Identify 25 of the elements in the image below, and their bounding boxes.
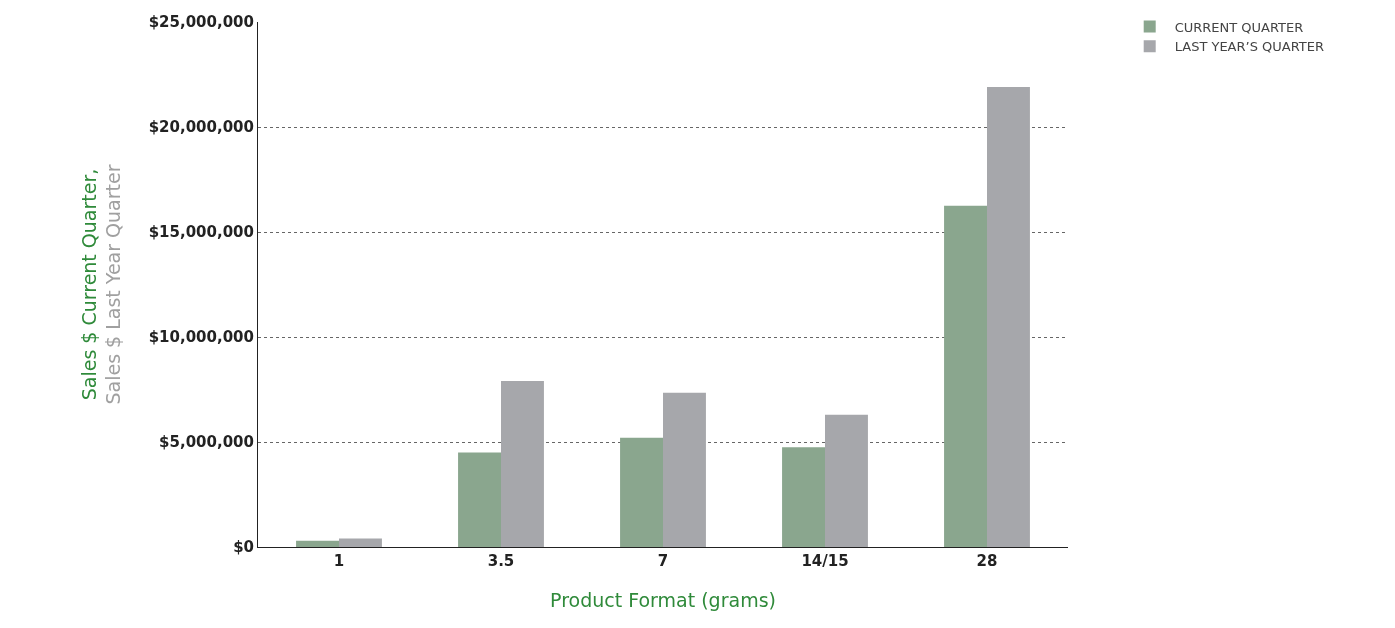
x-tick-label: 14/15	[801, 552, 849, 570]
y-tick-label: $0	[233, 538, 254, 557]
bar	[296, 540, 339, 547]
bar	[782, 447, 825, 547]
bar	[501, 381, 544, 547]
x-tick-label: 3.5	[487, 552, 515, 570]
bar	[987, 87, 1030, 547]
y-tick-label: $25,000,000	[148, 13, 254, 32]
y-tick-label: $20,000,000	[148, 118, 254, 137]
y-axis-title: Sales $ Current Quarter, Sales $ Last Year Quarter	[77, 164, 125, 405]
y-tick-label: $15,000,000	[148, 223, 254, 242]
bar	[944, 205, 987, 547]
bar	[458, 452, 501, 547]
y-tick-label: $10,000,000	[148, 328, 254, 347]
bar	[620, 437, 663, 547]
y-tick-label: $5,000,000	[159, 433, 254, 452]
x-tick-label: 7	[657, 552, 669, 570]
legend-label: CURRENT QUARTER	[1174, 19, 1304, 35]
bar	[339, 538, 382, 547]
legend-label: LAST YEAR’S QUARTER	[1174, 39, 1324, 55]
bar	[663, 392, 706, 547]
x-tick-label: 28	[976, 552, 998, 570]
bar	[825, 414, 868, 547]
x-axis-title: Product Format (grams)	[550, 588, 776, 611]
x-tick-label: 1	[333, 552, 345, 570]
